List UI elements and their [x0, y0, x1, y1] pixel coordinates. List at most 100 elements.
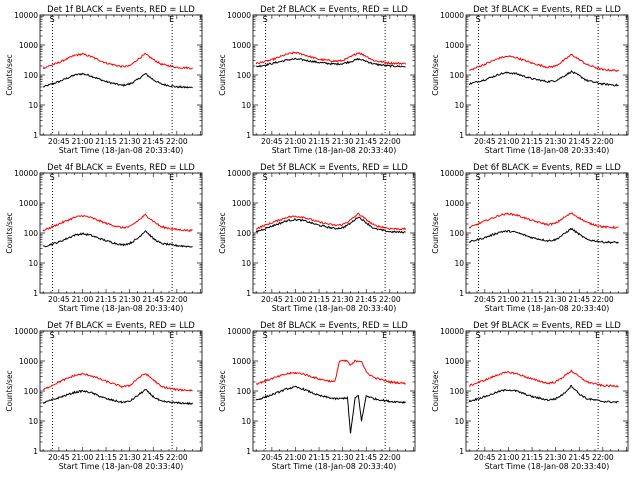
plot-frame [39, 172, 203, 294]
start-marker-label: S [50, 331, 55, 340]
x-tick-label: 22:00 [166, 295, 188, 304]
events-series-line [256, 57, 406, 68]
x-tick-label: 21:00 [285, 453, 307, 462]
y-axis-label: Counts/sec [218, 370, 227, 411]
x-tick-label: 21:45 [355, 453, 377, 462]
x-axis-label: Start Time (18-Jan-08 20:33:40) [485, 304, 610, 313]
y-tick-label: 10 [454, 101, 464, 110]
x-tick-label: 21:30 [332, 137, 354, 146]
panel-6: Det 6f BLACK = Events, RED = LLD 1 10 100 10… [431, 162, 629, 313]
y-tick-label: 1 [33, 289, 38, 298]
y-tick-label: 1000 [19, 41, 38, 50]
y-tick-label: 1 [459, 447, 464, 456]
y-tick-label: 100 [237, 229, 252, 238]
y-tick-label: 1 [33, 131, 38, 140]
x-tick-label: 21:15 [308, 295, 330, 304]
y-tick-label: 1000 [19, 357, 38, 366]
y-tick-label: 100 [24, 229, 39, 238]
y-tick-label: 10 [454, 259, 464, 268]
y-tick-label: 10000 [227, 11, 251, 20]
end-marker-label: E [595, 173, 600, 182]
x-tick-label: 21:30 [332, 295, 354, 304]
y-axis-label: Counts/sec [218, 212, 227, 253]
y-tick-label: 10000 [440, 327, 464, 336]
panel-5: Det 5f BLACK = Events, RED = LLD 1 10 100 10… [218, 162, 416, 313]
x-tick-label: 21:45 [568, 137, 590, 146]
plot-frame [39, 330, 203, 452]
y-tick-label: 1000 [232, 41, 251, 50]
x-axis-label: Start Time (18-Jan-08 20:33:40) [272, 304, 397, 313]
panel-7: Det 7f BLACK = Events, RED = LLD 1 10 100 10… [5, 320, 203, 471]
plot-frame [252, 14, 416, 136]
x-tick-label: 21:45 [355, 137, 377, 146]
x-tick-label: 22:00 [166, 453, 188, 462]
x-tick-label: 21:30 [119, 453, 141, 462]
lld-series-line [43, 372, 193, 392]
y-tick-label: 10000 [440, 11, 464, 20]
lld-series-line [469, 369, 619, 388]
y-axis-label: Counts/sec [431, 370, 440, 411]
panel-9: Det 9f BLACK = Events, RED = LLD 1 10 100 10… [431, 320, 629, 471]
y-tick-label: 1 [459, 131, 464, 140]
events-series-line [468, 227, 619, 245]
y-axis-label: Counts/sec [5, 370, 14, 411]
x-tick-label: 21:15 [308, 137, 330, 146]
y-tick-label: 100 [237, 71, 252, 80]
y-axis-label: Counts/sec [218, 54, 227, 95]
y-tick-label: 100 [450, 71, 465, 80]
end-marker-label: E [595, 15, 600, 24]
end-marker-label: E [169, 173, 174, 182]
x-tick-label: 20:45 [474, 453, 496, 462]
x-tick-label: 21:00 [285, 137, 307, 146]
events-series-line [468, 384, 619, 404]
plot-frame [465, 330, 629, 452]
y-tick-label: 1 [459, 289, 464, 298]
panel-title: Det 4f BLACK = Events, RED = LLD [47, 162, 195, 172]
x-tick-label: 21:45 [568, 453, 590, 462]
x-tick-label: 21:00 [498, 137, 520, 146]
end-marker-label: E [382, 15, 387, 24]
x-tick-label: 21:30 [545, 137, 567, 146]
x-tick-label: 21:30 [119, 295, 141, 304]
panel-title: Det 8f BLACK = Events, RED = LLD [260, 320, 408, 330]
end-marker-label: E [169, 331, 174, 340]
lld-series-line [468, 54, 620, 72]
y-tick-label: 1000 [19, 199, 38, 208]
y-tick-label: 100 [450, 387, 465, 396]
x-tick-label: 20:45 [261, 453, 283, 462]
x-tick-label: 22:00 [166, 137, 188, 146]
x-axis-label: Start Time (18-Jan-08 20:33:40) [59, 462, 184, 471]
x-axis-label: Start Time (18-Jan-08 20:33:40) [272, 146, 397, 155]
x-axis-label: Start Time (18-Jan-08 20:33:40) [59, 146, 184, 155]
panel-title: Det 9f BLACK = Events, RED = LLD [473, 320, 621, 330]
panel-title: Det 6f BLACK = Events, RED = LLD [473, 162, 621, 172]
x-tick-label: 22:00 [592, 453, 614, 462]
start-marker-label: S [476, 331, 481, 340]
y-tick-label: 1000 [445, 199, 464, 208]
x-tick-label: 21:00 [285, 295, 307, 304]
y-axis-label: Counts/sec [5, 212, 14, 253]
plot-frame [465, 172, 629, 294]
x-tick-label: 21:15 [308, 453, 330, 462]
x-tick-label: 21:15 [521, 453, 543, 462]
x-tick-label: 20:45 [261, 295, 283, 304]
y-axis-label: Counts/sec [431, 212, 440, 253]
y-tick-label: 10 [28, 259, 38, 268]
plot-frame [465, 14, 629, 136]
panel-title: Det 1f BLACK = Events, RED = LLD [47, 4, 195, 14]
panel-4: Det 4f BLACK = Events, RED = LLD 1 10 100 10… [5, 162, 203, 313]
x-axis-label: Start Time (18-Jan-08 20:33:40) [485, 146, 610, 155]
x-tick-label: 21:45 [142, 453, 164, 462]
x-tick-label: 21:00 [498, 453, 520, 462]
y-axis-label: Counts/sec [5, 54, 14, 95]
x-tick-label: 21:00 [72, 295, 94, 304]
x-tick-label: 22:00 [379, 295, 401, 304]
y-tick-label: 1000 [445, 41, 464, 50]
panel-1: Det 1f BLACK = Events, RED = LLD 1 10 100 10… [5, 4, 203, 155]
y-tick-label: 10000 [440, 169, 464, 178]
x-tick-label: 21:45 [142, 137, 164, 146]
y-tick-label: 1 [246, 289, 251, 298]
y-tick-label: 10 [454, 417, 464, 426]
x-axis-label: Start Time (18-Jan-08 20:33:40) [485, 462, 610, 471]
